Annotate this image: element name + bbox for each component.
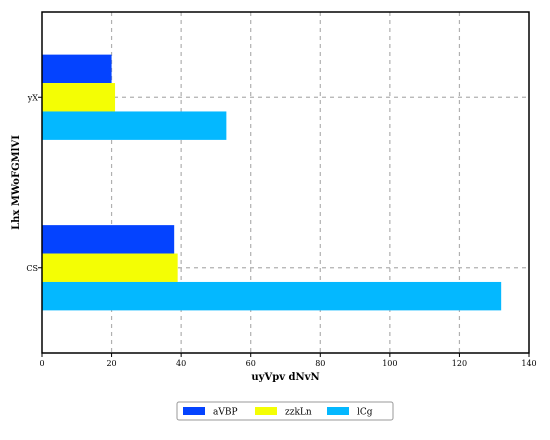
bar-aVBP-CS <box>42 225 175 254</box>
x-tick-label: 60 <box>246 359 256 368</box>
plot-frame <box>41 11 530 354</box>
x-tick-label: 80 <box>315 359 325 368</box>
x-tick-label: 120 <box>452 359 467 368</box>
x-axis-ticks: 0 20 40 60 80 100 120 140 <box>39 353 537 368</box>
bars <box>42 54 502 311</box>
bar-lCg-yX <box>42 111 227 140</box>
y-axis-label: Lhx MWoFGMlVI <box>11 135 22 230</box>
x-tick-label: 140 <box>521 359 536 368</box>
x-tick-label: 100 <box>382 359 397 368</box>
x-tick-label: 0 <box>39 359 44 368</box>
legend-box <box>176 401 394 421</box>
y-tick-label: CS <box>26 264 38 273</box>
legend-swatch-aVBP <box>183 407 205 415</box>
x-tick-label: 20 <box>106 359 116 368</box>
x-axis-label: uyVpv dNvN <box>251 372 319 383</box>
legend-label-aVBP: aVBP <box>213 408 238 418</box>
bar-aVBP-yX <box>42 54 112 84</box>
y-tick-label: yX <box>27 93 39 102</box>
bar-lCg-CS <box>42 281 502 311</box>
bar-zzkLn-yX <box>42 83 116 112</box>
y-axis-ticks: CS yX <box>26 93 42 273</box>
legend: aVBP zzkLn lCg <box>176 401 394 421</box>
legend-swatch-zzkLn <box>255 407 277 415</box>
legend-swatch-lCg <box>327 407 349 415</box>
legend-label-zzkLn: zzkLn <box>285 408 312 418</box>
bar-zzkLn-CS <box>42 253 178 282</box>
legend-label-lCg: lCg <box>357 408 373 418</box>
x-tick-label: 40 <box>176 359 186 368</box>
